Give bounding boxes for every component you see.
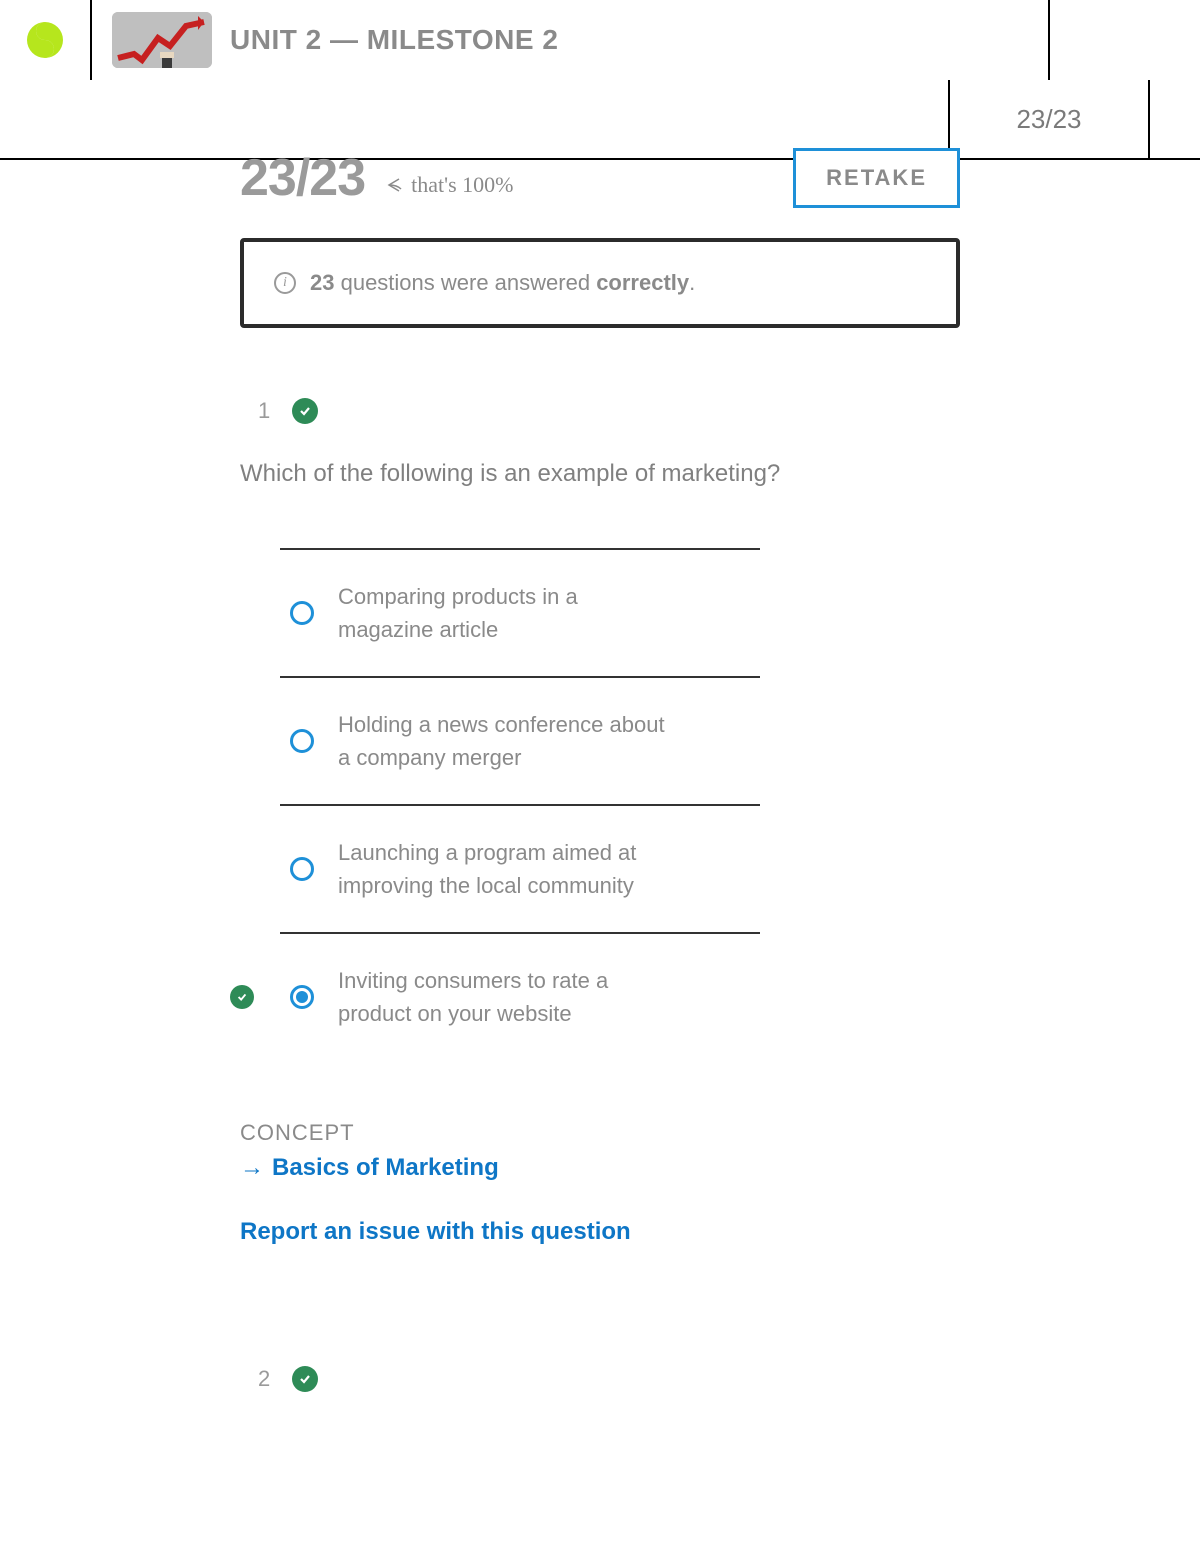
question-header: 2 (258, 1366, 960, 1392)
score-comment: that's 100% (385, 172, 513, 198)
retake-button[interactable]: RETAKE (793, 148, 960, 208)
score-bar-spacer (0, 80, 950, 158)
options-list: Comparing products in a magazine article… (280, 548, 760, 1040)
info-period: . (689, 270, 695, 295)
main-content: 23/23 that's 100% RETAKE i 23 questions … (240, 148, 960, 1392)
info-mid: questions were answered (334, 270, 596, 295)
header-content: UNIT 2 — MILESTONE 2 (90, 0, 1050, 80)
info-strong: correctly (596, 270, 689, 295)
option-row[interactable]: Launching a program aimed at improving t… (280, 804, 760, 932)
radio-icon-selected[interactable] (290, 985, 314, 1009)
radio-icon[interactable] (290, 601, 314, 625)
thats-text: that's 100% (411, 172, 513, 198)
top-header: UNIT 2 — MILESTONE 2 (0, 0, 1200, 80)
arrow-right-icon: → (240, 1154, 264, 1182)
info-icon: i (274, 272, 296, 294)
correct-badge-icon (292, 398, 318, 424)
unit-title: UNIT 2 — MILESTONE 2 (230, 24, 558, 56)
concept-link-text: Basics of Marketing (272, 1154, 499, 1182)
correct-badge-icon (292, 1366, 318, 1392)
concept-link[interactable]: → Basics of Marketing (240, 1154, 499, 1182)
logo-cell (0, 0, 90, 80)
info-text: 23 questions were answered correctly. (310, 270, 695, 296)
radio-icon[interactable] (290, 729, 314, 753)
option-row[interactable]: Holding a news conference about a compan… (280, 676, 760, 804)
option-text: Comparing products in a magazine article (338, 580, 668, 646)
question-number: 2 (258, 1366, 270, 1392)
reply-arrow-icon (385, 175, 405, 195)
option-text: Holding a news conference about a compan… (338, 708, 668, 774)
score-bar: 23/23 (0, 80, 1200, 160)
brand-logo[interactable] (25, 20, 65, 60)
question-number: 1 (258, 398, 270, 424)
course-thumbnail (112, 12, 212, 68)
question-prompt: Which of the following is an example of … (240, 460, 960, 488)
report-issue-link[interactable]: Report an issue with this question (240, 1218, 960, 1246)
concept-block: CONCEPT → Basics of Marketing Report an … (240, 1120, 960, 1246)
score-counter: 23/23 (950, 80, 1150, 158)
option-row[interactable]: Inviting consumers to rate a product on … (280, 932, 760, 1040)
option-text: Launching a program aimed at improving t… (338, 836, 668, 902)
correct-check-icon (230, 985, 254, 1009)
big-score: 23/23 (240, 148, 365, 208)
info-box: i 23 questions were answered correctly. (240, 238, 960, 328)
concept-label: CONCEPT (240, 1120, 960, 1146)
question-header: 1 (258, 398, 960, 424)
info-count: 23 (310, 270, 334, 295)
option-row[interactable]: Comparing products in a magazine article (280, 548, 760, 676)
option-text: Inviting consumers to rate a product on … (338, 964, 668, 1030)
radio-icon[interactable] (290, 857, 314, 881)
